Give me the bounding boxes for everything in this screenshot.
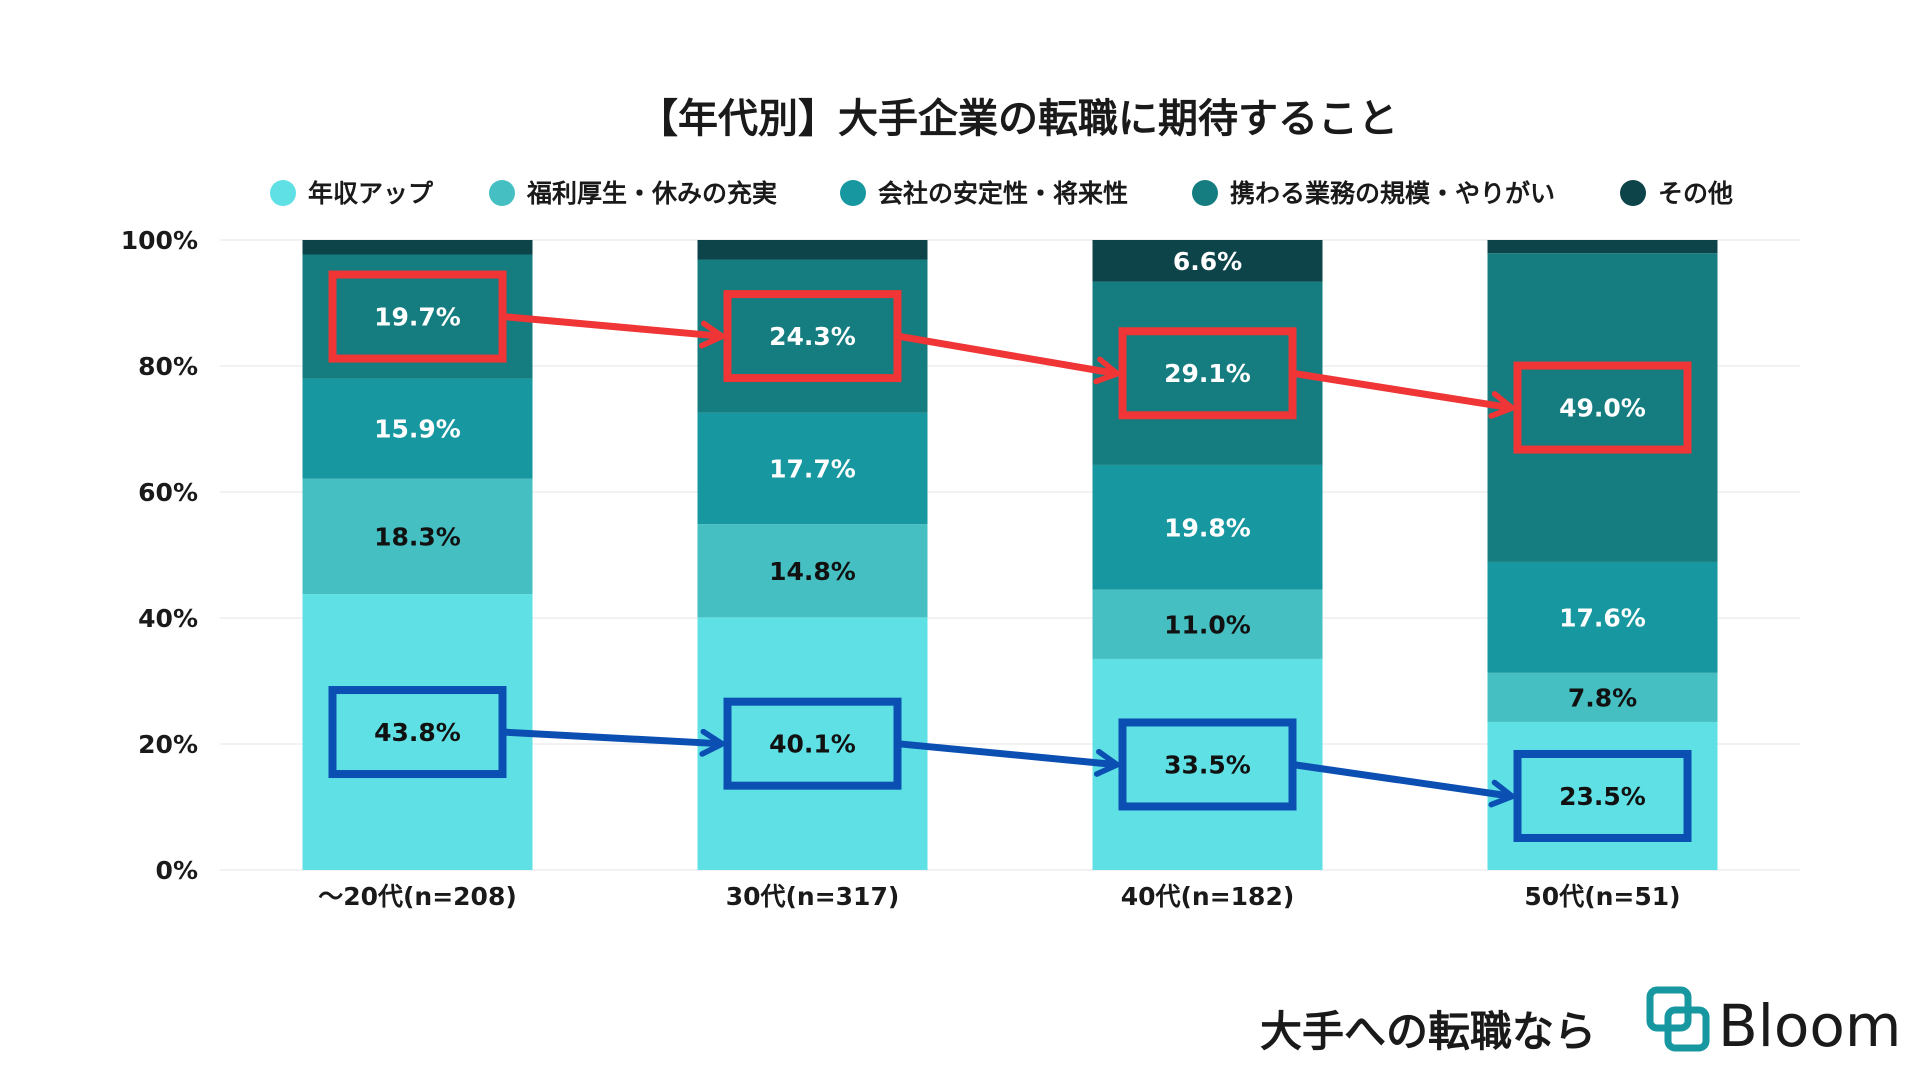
y-tick-label: 20% <box>138 730 198 759</box>
y-tick-label: 40% <box>138 604 198 633</box>
legend-swatch <box>840 180 866 206</box>
data-label: 17.6% <box>1559 603 1646 632</box>
data-label: 6.6% <box>1173 247 1242 276</box>
chart-title: 【年代別】大手企業の転職に期待すること <box>638 96 1398 142</box>
bar-segment <box>1487 240 1718 254</box>
bar-segment <box>697 412 928 525</box>
bar-segment <box>697 240 928 260</box>
legend-swatch <box>489 180 515 206</box>
y-tick-label: 100% <box>121 226 198 255</box>
data-label: 19.8% <box>1164 513 1251 542</box>
bar-segment <box>302 240 533 255</box>
x-tick-label: 30代(n=317) <box>726 882 900 911</box>
data-label: 17.7% <box>769 454 856 483</box>
legend-label: その他 <box>1658 179 1733 208</box>
bars <box>302 240 1718 870</box>
trend-arrow <box>1289 760 1516 808</box>
data-label: 29.1% <box>1164 359 1251 388</box>
data-label: 15.9% <box>374 415 461 444</box>
bloom-logo-icon <box>1646 986 1710 1052</box>
data-label: 23.5% <box>1559 782 1646 811</box>
data-label: 33.5% <box>1164 750 1251 779</box>
bar-segment <box>1487 253 1718 562</box>
bar-segment <box>697 524 928 618</box>
x-tick-label: 50代(n=51) <box>1524 882 1680 911</box>
brand-tagline: 大手への転職なら <box>1260 1007 1596 1056</box>
y-tick-label: 80% <box>138 352 198 381</box>
highlight-box <box>1513 749 1692 842</box>
bar-segment <box>302 594 533 870</box>
bar-segment <box>1487 672 1718 722</box>
brand-footer: 大手への転職なら Bloom <box>1260 986 1901 1060</box>
data-label: 11.0% <box>1164 610 1251 639</box>
legend-swatch <box>1620 180 1646 206</box>
bar-segment <box>302 378 533 479</box>
y-tick-label: 60% <box>138 478 198 507</box>
legend-label: 会社の安定性・将来性 <box>878 179 1128 208</box>
data-label: 19.7% <box>374 303 461 332</box>
trend-arrow <box>499 313 726 349</box>
legend-label: 携わる業務の規模・やりがい <box>1230 179 1555 208</box>
trend-arrow <box>894 332 1121 385</box>
x-axis: 〜20代(n=208) 30代(n=317) 40代(n=182) 50代(n=51) <box>318 882 1680 911</box>
bar-segment <box>1092 281 1323 465</box>
data-label: 14.8% <box>769 557 856 586</box>
bar-segment <box>1487 561 1718 673</box>
legend-swatch <box>1192 180 1218 206</box>
brand-name: Bloom <box>1718 992 1901 1060</box>
bar-segment <box>1092 658 1323 870</box>
bar-segment <box>697 617 928 870</box>
bar-segment <box>1092 240 1323 282</box>
data-label: 40.1% <box>769 730 856 759</box>
trend-annotations <box>328 270 1692 842</box>
legend-label: 福利厚生・休みの充実 <box>526 179 777 208</box>
highlight-box <box>1513 361 1692 454</box>
trend-arrow <box>1289 369 1516 419</box>
legend-swatch <box>270 180 296 206</box>
data-label: 43.8% <box>374 718 461 747</box>
data-label: 7.8% <box>1568 683 1637 712</box>
bar-segment <box>1092 464 1323 590</box>
legend: 年収アップ 福利厚生・休みの充実 会社の安定性・将来性 携わる業務の規模・やりがい その… <box>270 179 1733 208</box>
legend-label: 年収アップ <box>308 179 434 208</box>
bar-segment <box>1487 721 1718 870</box>
bar-segment <box>302 478 533 595</box>
x-tick-label: 〜20代(n=208) <box>318 882 517 911</box>
data-label: 49.0% <box>1559 394 1646 423</box>
bar-segment <box>1092 589 1323 659</box>
bar-segment <box>697 259 928 413</box>
trend-arrow <box>499 728 726 757</box>
data-label: 18.3% <box>374 522 461 551</box>
x-tick-label: 40代(n=182) <box>1121 882 1295 911</box>
y-tick-label: 0% <box>156 856 198 885</box>
y-axis: 0% 20% 40% 60% 80% 100% <box>121 226 198 885</box>
data-label: 24.3% <box>769 322 856 351</box>
segment-labels: 43.8% 18.3% 15.9% 19.7% 40.1% 14.8% 17.7% 24.3%… <box>374 247 1646 811</box>
trend-arrow <box>894 740 1121 777</box>
